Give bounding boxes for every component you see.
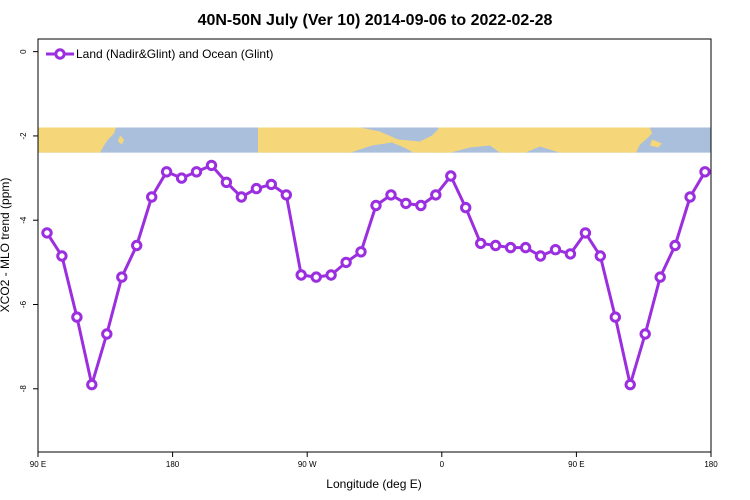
series-point	[370, 199, 382, 212]
plot-frame	[37, 38, 712, 453]
series-point	[684, 191, 696, 203]
legend-marker	[54, 48, 66, 60]
series-point	[325, 269, 337, 281]
y-tick-label: -2	[19, 132, 28, 140]
land-area	[258, 127, 445, 153]
series-point	[175, 172, 188, 184]
series-point	[190, 166, 203, 178]
series-point	[594, 250, 606, 262]
series-point	[41, 227, 53, 239]
series-point	[71, 311, 83, 323]
series-point	[355, 246, 367, 258]
series-point	[205, 159, 218, 172]
land-area	[650, 139, 662, 148]
y-tick-label: -4	[19, 216, 28, 224]
series-point	[235, 191, 248, 203]
x-axis: 90 E 180 90 W 0 90 E 180	[30, 452, 718, 469]
series-point	[116, 271, 128, 283]
land-area	[38, 127, 116, 153]
y-tick-label: -6	[19, 300, 28, 308]
series-point	[564, 248, 577, 260]
legend: Land (Nadir&Glint) and Ocean (Glint)	[46, 47, 273, 61]
series-point	[385, 189, 397, 201]
series-points	[41, 159, 711, 391]
series-point	[624, 378, 636, 391]
chart-title: 40N-50N July (Ver 10) 2014-09-06 to 2022…	[198, 12, 553, 29]
series-point	[250, 182, 263, 195]
series-point	[56, 250, 68, 262]
series-point	[460, 201, 472, 214]
y-axis: 0 -2 -4 -6 -8	[19, 49, 38, 392]
series-point	[265, 178, 277, 191]
series-point	[445, 170, 457, 182]
series-point	[699, 166, 711, 178]
series-point	[609, 311, 621, 323]
land-area	[436, 127, 652, 153]
series-point	[504, 241, 517, 254]
series-point	[579, 227, 592, 239]
series-point	[131, 239, 143, 252]
series-point	[475, 237, 487, 250]
series-point	[280, 189, 292, 201]
legend-label: Land (Nadir&Glint) and Ocean (Glint)	[76, 47, 273, 61]
x-tick-label: 180	[704, 460, 718, 469]
series-point	[415, 199, 427, 212]
x-tick-label: 90 E	[568, 460, 584, 469]
series-point	[654, 271, 666, 283]
series-line	[45, 163, 707, 387]
y-tick-label: 0	[19, 49, 28, 54]
series-point	[534, 250, 547, 262]
x-tick-label: 90 E	[30, 460, 46, 469]
x-axis-label: Longitude (deg E)	[326, 477, 421, 491]
series-point	[160, 166, 173, 178]
land-area	[118, 135, 124, 145]
x-tick-label: 180	[166, 460, 180, 469]
series-point	[400, 197, 412, 210]
x-tick-label: 90 W	[298, 460, 317, 469]
series-point	[220, 176, 233, 189]
series-point	[519, 241, 532, 254]
series-point	[146, 191, 158, 203]
series-point	[86, 378, 98, 391]
series-point	[340, 256, 352, 269]
y-tick-label: -8	[19, 385, 28, 393]
series-point	[310, 271, 322, 283]
world-map-band	[38, 127, 711, 153]
series-point	[430, 189, 442, 201]
series-point	[669, 239, 681, 252]
y-axis-label: XCO2 - MLO trend (ppm)	[0, 178, 12, 313]
series-point	[489, 239, 502, 252]
series-point	[295, 269, 307, 281]
x-tick-label: 0	[440, 460, 445, 469]
series-point	[549, 244, 562, 256]
series-point	[101, 328, 113, 340]
series-point	[639, 328, 651, 340]
